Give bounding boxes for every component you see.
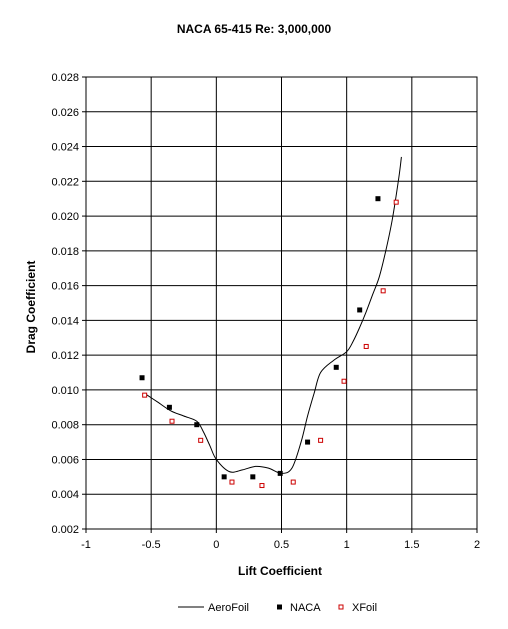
y-tick-label: 0.002: [51, 524, 79, 536]
naca-point: [333, 364, 339, 370]
naca-point: [305, 439, 311, 445]
y-tick-label: 0.018: [51, 246, 79, 258]
xfoil-point: [290, 479, 296, 485]
x-tick-label: 0: [213, 539, 219, 551]
naca-point: [221, 474, 227, 480]
legend-label: AeroFoil: [208, 602, 249, 614]
series-layer: [139, 156, 402, 489]
naca-point: [166, 404, 172, 410]
x-tick-label: -1: [81, 539, 91, 551]
xfoil-point: [380, 288, 386, 294]
aerofoil-line: [144, 156, 402, 474]
legend: AeroFoil NACA XFoil: [178, 602, 377, 614]
y-tick-label: 0.016: [51, 281, 79, 293]
y-tick-label: 0.014: [51, 315, 79, 327]
x-tick-label: 0.5: [274, 539, 289, 551]
naca-point: [139, 375, 145, 381]
series-xfoil: [142, 199, 399, 489]
legend-item-naca: NACA: [277, 602, 321, 614]
y-tick-label: 0.020: [51, 211, 79, 223]
naca-point: [375, 196, 381, 202]
xfoil-point: [363, 343, 369, 349]
y-tick-label: 0.004: [51, 489, 79, 501]
legend-item-aerofoil: AeroFoil: [178, 602, 249, 614]
x-tick-label: -0.5: [142, 539, 161, 551]
legend-item-xfoil: XFoil: [338, 602, 377, 614]
y-tick-label: 0.010: [51, 385, 79, 397]
xfoil-point: [229, 479, 235, 485]
xfoil-point: [259, 483, 265, 489]
naca-point: [194, 422, 200, 428]
series-aerofoil: [144, 156, 402, 474]
y-tick-label: 0.006: [51, 454, 79, 466]
legend-marker-swatch: [277, 604, 282, 610]
y-tick-label: 0.012: [51, 350, 79, 362]
x-tick-label: 2: [474, 539, 480, 551]
x-axis-label: Lift Coefficient: [238, 564, 322, 578]
xfoil-point: [142, 392, 148, 398]
legend-label: XFoil: [352, 602, 377, 614]
x-tick-label: 1: [344, 539, 350, 551]
naca-point: [277, 470, 283, 476]
legend-label: NACA: [290, 602, 321, 614]
xfoil-point: [341, 378, 347, 384]
y-tick-label: 0.026: [51, 107, 79, 119]
legend-marker-swatch: [338, 604, 344, 610]
naca-point: [357, 307, 363, 313]
series-naca: [139, 196, 381, 480]
xfoil-point: [393, 199, 399, 205]
xfoil-point: [198, 437, 204, 443]
y-tick-label: 0.008: [51, 420, 79, 432]
y-axis-label: Drag Coefficient: [24, 261, 38, 354]
xfoil-point: [318, 437, 324, 443]
xfoil-point: [169, 418, 175, 424]
chart-title: NACA 65-415 Re: 3,000,000: [177, 22, 332, 36]
tick-labels: 0.002 0.004 0.006 0.008 0.010 0.012 0.014 0.016…: [51, 72, 480, 551]
x-tick-label: 1.5: [404, 539, 419, 551]
y-tick-label: 0.028: [51, 72, 79, 84]
y-tick-label: 0.024: [51, 142, 79, 154]
naca-point: [250, 474, 256, 480]
y-tick-label: 0.022: [51, 176, 79, 188]
